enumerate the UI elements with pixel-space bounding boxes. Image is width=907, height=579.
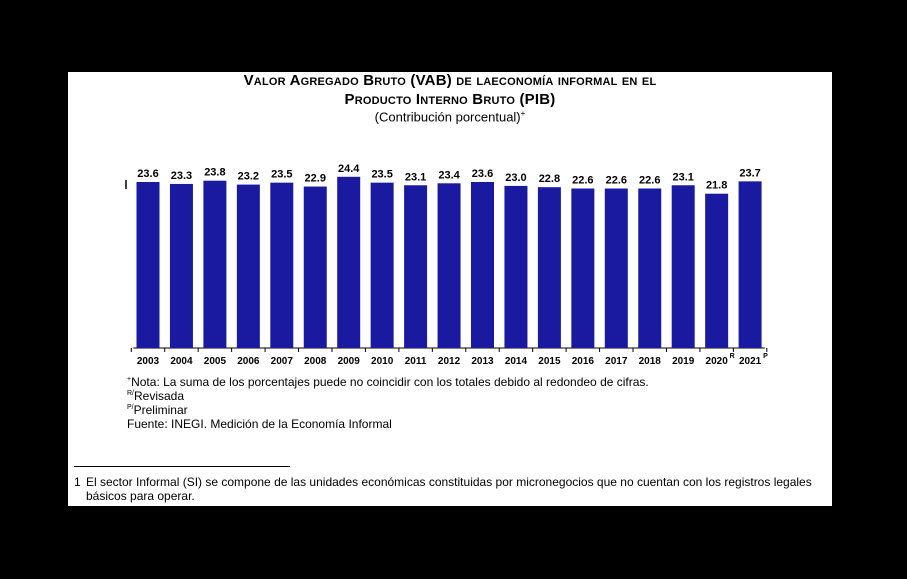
data-label-2018: 22.6	[639, 175, 660, 187]
note-line: +Nota: La suma de los porcentajes puede …	[127, 375, 649, 389]
data-label-2014: 23.0	[505, 172, 526, 184]
x-tick-label-2009: 2009	[338, 356, 361, 367]
footnote-number: 1	[74, 475, 81, 489]
chart-subtitle: (Contribución porcentual)+	[374, 109, 526, 125]
bar-2018	[638, 188, 662, 348]
bar-2005	[203, 180, 227, 348]
chart-title-line-1: Valor Agregado Bruto (VAB) de laeconomía…	[243, 72, 657, 89]
x-tick-superscript-2021: P	[763, 353, 768, 360]
x-tick-label-2020: 2020	[706, 356, 729, 367]
data-label-2019: 23.1	[672, 171, 693, 183]
bar-chart: 23.6 2003 23.3 2004 23.8 2005 23.2 2006 23.5 2007…	[125, 163, 768, 367]
data-label-2003: 23.6	[137, 168, 158, 180]
bar-2015	[537, 187, 561, 348]
chart-panel: Valor Agregado Bruto (VAB) de laeconomía…	[68, 72, 832, 506]
bar-2019	[671, 185, 695, 348]
data-label-2016: 22.6	[572, 175, 593, 187]
bar-2006	[236, 184, 260, 348]
x-tick-label-2018: 2018	[639, 356, 662, 367]
bar-2003	[136, 182, 160, 348]
x-tick-label-2003: 2003	[137, 356, 160, 367]
footnote-1: 1 El sector Informal (SI) se compone de …	[74, 475, 830, 503]
data-label-2005: 23.8	[204, 167, 225, 179]
data-label-2012: 23.4	[438, 169, 460, 181]
x-tick-label-2011: 2011	[405, 356, 427, 367]
x-tick-superscript-2020: R	[730, 353, 735, 360]
data-label-2007: 23.5	[271, 169, 292, 181]
x-tick-label-2004: 2004	[170, 356, 193, 367]
x-tick-label-2021: 2021	[739, 356, 762, 367]
data-label-2009: 24.4	[338, 163, 360, 175]
x-tick-label-2012: 2012	[438, 356, 461, 367]
data-label-2013: 23.6	[472, 168, 493, 180]
bar-2014	[504, 185, 528, 348]
preliminary-legend: P/Preliminar	[127, 403, 188, 417]
bar-2010	[370, 182, 394, 348]
bar-2011	[404, 185, 428, 348]
bar-2016	[571, 188, 595, 348]
x-tick-label-2019: 2019	[672, 356, 695, 367]
x-tick-label-2010: 2010	[371, 356, 394, 367]
x-tick-label-2017: 2017	[605, 356, 628, 367]
data-label-2017: 22.6	[606, 175, 627, 187]
bar-2013	[471, 182, 494, 348]
x-tick-label-2006: 2006	[237, 356, 260, 367]
data-label-2021: 23.7	[739, 167, 760, 179]
x-tick-label-2007: 2007	[271, 356, 294, 367]
data-label-2008: 22.9	[305, 173, 326, 185]
data-label-2020: 21.8	[706, 180, 727, 192]
bar-2021	[738, 181, 762, 348]
bar-2007	[270, 182, 294, 348]
bar-2009	[337, 176, 361, 348]
bar-2017	[604, 188, 628, 348]
data-label-2010: 23.5	[371, 169, 392, 181]
chart-title-line-2: Producto Interno Bruto (PIB)	[344, 91, 556, 108]
data-label-2011: 23.1	[405, 171, 426, 183]
revised-legend: R/Revisada	[127, 389, 185, 403]
bar-2004	[169, 183, 193, 348]
data-label-2004: 23.3	[171, 170, 192, 182]
x-tick-label-2014: 2014	[505, 356, 528, 367]
data-label-2006: 23.2	[238, 171, 259, 183]
x-tick-label-2013: 2013	[471, 356, 494, 367]
x-tick-label-2016: 2016	[572, 356, 595, 367]
data-label-2015: 22.8	[539, 173, 560, 185]
footnote-divider	[74, 466, 290, 467]
x-tick-label-2005: 2005	[204, 356, 227, 367]
bar-2008	[303, 186, 327, 348]
x-tick-label-2008: 2008	[304, 356, 327, 367]
source-line: Fuente: INEGI. Medición de la Economía I…	[127, 417, 392, 431]
bar-2020	[705, 193, 729, 348]
footnote-text: El sector Informal (SI) se compone de la…	[86, 475, 812, 503]
x-tick-label-2015: 2015	[538, 356, 561, 367]
bar-2012	[437, 183, 461, 348]
